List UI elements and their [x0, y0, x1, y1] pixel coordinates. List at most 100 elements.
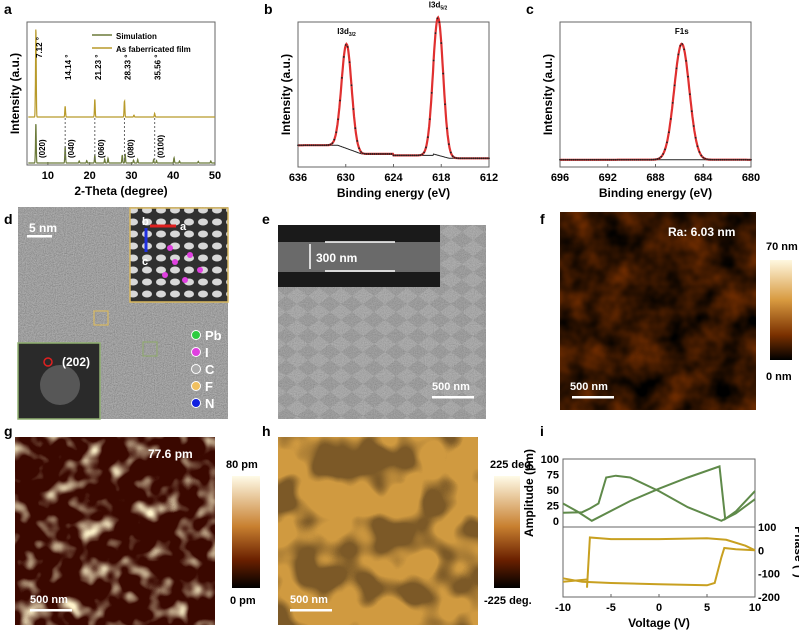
fit-line	[298, 15, 489, 160]
data-point	[671, 101, 674, 104]
data-point	[641, 158, 644, 161]
legend-label: I	[205, 345, 209, 360]
data-point	[574, 158, 577, 161]
data-point	[478, 157, 481, 160]
peak-annotation: 28.33 °	[123, 55, 132, 80]
data-point	[564, 158, 567, 161]
data-point	[559, 158, 561, 161]
fft-label: (202)	[62, 355, 90, 369]
data-point	[321, 144, 324, 147]
data-point	[465, 157, 467, 160]
x-tick-label: 684	[694, 172, 713, 184]
data-point	[480, 157, 483, 160]
colorbar-min: -225 deg.	[484, 595, 532, 607]
data-point	[688, 93, 691, 96]
data-point	[455, 157, 458, 160]
series-line-1	[28, 29, 215, 118]
panel-g-pfm-amplitude: 77.6 pm 500 nm 80 pm 0 pm	[15, 437, 260, 625]
data-point	[379, 153, 382, 155]
data-point	[736, 158, 739, 161]
roi-box-yellow	[93, 310, 109, 326]
data-point	[597, 158, 600, 161]
data-point	[386, 153, 389, 155]
data-point	[432, 59, 435, 62]
data-point	[580, 158, 582, 161]
data-point	[383, 153, 385, 155]
hkl-label: (060)	[97, 139, 106, 158]
data-point	[570, 158, 573, 161]
data-point	[371, 153, 374, 155]
data-point	[394, 154, 397, 157]
data-point	[669, 118, 672, 120]
data-point	[446, 127, 448, 130]
data-point	[308, 144, 311, 147]
axis-c-label: c	[142, 256, 148, 268]
peak-annotation: 14.14 °	[64, 55, 73, 80]
y-axis-label: Intensity (a.u.)	[279, 54, 293, 135]
data-point	[715, 158, 718, 161]
data-point	[400, 154, 403, 157]
data-point	[342, 56, 345, 58]
data-point	[373, 153, 376, 155]
peak-label: I3d5/2	[429, 1, 448, 12]
panel-f-afm-topography: Ra: 6.03 nm 500 nm 70 nm 0 nm	[560, 212, 798, 410]
data-point	[746, 158, 749, 161]
data-point	[616, 158, 619, 161]
value-label: 77.6 pm	[148, 447, 193, 461]
x-axis-label: 2-Theta (degree)	[74, 184, 167, 198]
data-point	[692, 125, 695, 127]
peak-annotation: 21.23 °	[94, 55, 103, 80]
amplitude-reverse	[562, 474, 756, 522]
colorbar	[770, 260, 792, 360]
data-point	[363, 152, 366, 155]
data-point	[335, 131, 338, 134]
legend-dot-I	[191, 347, 201, 357]
x-tick-label: 20	[84, 170, 96, 182]
axis-a-label: a	[180, 221, 187, 233]
data-point	[463, 157, 466, 160]
data-point	[453, 156, 456, 159]
panel-label-h: h	[262, 423, 271, 439]
data-point	[587, 158, 590, 161]
data-point	[302, 144, 305, 147]
data-point	[423, 151, 425, 154]
data-point	[390, 153, 393, 155]
x-tick-label: -5	[606, 602, 616, 614]
amp-axis-label: Amplitude (pm)	[522, 449, 536, 537]
data-point	[750, 158, 752, 161]
data-point	[425, 146, 427, 149]
data-point	[430, 91, 433, 94]
data-point	[585, 158, 588, 161]
data-point	[300, 144, 303, 147]
legend-label: N	[205, 396, 214, 411]
data-point	[629, 158, 632, 161]
x-tick-label: -10	[555, 602, 571, 614]
data-point	[346, 46, 349, 48]
data-point	[610, 158, 613, 161]
data-point	[457, 157, 460, 160]
data-point	[482, 157, 485, 160]
data-point	[409, 154, 412, 157]
x-axis-label: Binding energy (eV)	[337, 186, 450, 200]
axis-b-label: b	[142, 216, 149, 228]
fit-line	[560, 42, 751, 161]
legend-label: Pb	[205, 328, 222, 343]
data-point	[428, 118, 431, 121]
data-point	[306, 144, 309, 147]
data-point	[568, 158, 571, 161]
data-point	[677, 53, 680, 56]
data-point	[566, 158, 569, 161]
data-point	[402, 154, 404, 157]
data-point	[612, 158, 615, 161]
data-point	[421, 153, 424, 156]
data-point	[360, 151, 362, 153]
lattice-inset: a b c	[129, 207, 229, 303]
amp-tick-label: 50	[547, 485, 559, 497]
data-point	[444, 103, 446, 106]
data-point	[650, 158, 653, 161]
legend-entry: Simulation	[116, 32, 157, 41]
data-point	[476, 157, 479, 160]
legend-dot-F	[191, 381, 201, 391]
data-point	[474, 157, 477, 160]
